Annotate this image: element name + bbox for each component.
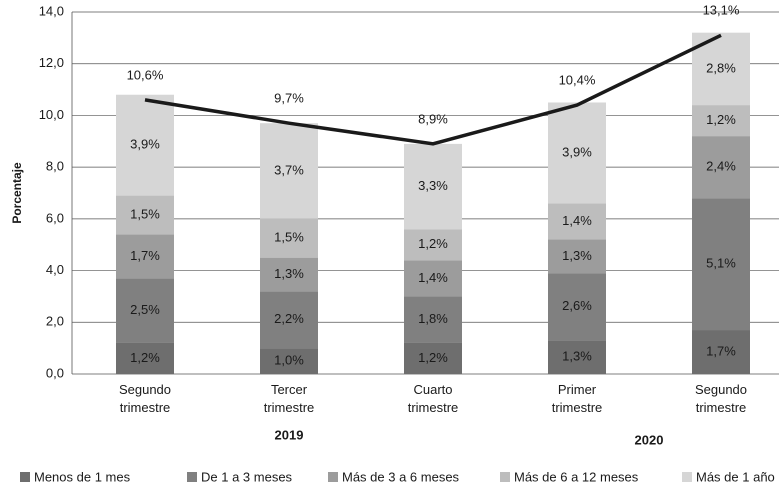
legend-label: De 1 a 3 meses [201,469,293,484]
data-label: 1,0% [274,353,304,368]
bar-segment [260,257,318,292]
data-label: 1,4% [562,213,592,228]
legend-label: Más de 1 año [696,469,775,484]
data-label: 3,9% [562,144,592,159]
y-tick-label: 8,0 [46,159,64,174]
data-label: 1,7% [706,343,736,358]
bar-segment [548,239,606,274]
bar-segment [404,342,462,374]
bar-segment [404,143,462,230]
legend-swatch [500,472,510,482]
legend-swatch [20,472,30,482]
data-label: 1,3% [562,349,592,364]
data-label: 1,5% [274,230,304,245]
data-label: 2,4% [706,159,736,174]
bar-segment [692,105,750,137]
y-tick-label: 6,0 [46,210,64,225]
bar-segment [548,340,606,374]
bar-segment [260,218,318,258]
data-label: 1,5% [130,206,160,221]
legend-swatch [682,472,692,482]
bar-segment [116,195,174,235]
data-label: 5,1% [706,256,736,271]
x-tick-label: Primer trimestre [552,382,603,415]
data-label: 2,6% [562,298,592,313]
data-label: 1,2% [706,112,736,127]
y-tick-label: 12,0 [39,55,64,70]
x-group-label: 2020 [635,432,664,447]
x-tick-label: Segundo trimestre [119,382,171,415]
total-label: 10,4% [559,73,596,88]
y-tick-label: 0,0 [46,365,64,380]
bar-segment [116,234,174,279]
bar-segment [692,136,750,199]
bar-segment [548,273,606,341]
data-label: 2,8% [706,60,736,75]
legend-swatch [328,472,338,482]
data-label: 3,7% [274,162,304,177]
y-axis-label: Porcentaje [10,162,24,224]
legend-label: Menos de 1 mes [34,469,131,484]
bar-segment [260,291,318,349]
x-group-label: 2019 [275,427,304,442]
bar-segment [692,330,750,374]
data-label: 1,7% [130,248,160,263]
bar-segment [404,260,462,297]
bar-segment [116,342,174,374]
data-label: 1,2% [418,236,448,251]
bar-segment [260,348,318,374]
bar-segment [116,94,174,196]
legend-label: Más de 6 a 12 meses [514,469,639,484]
bar-segment [692,198,750,331]
data-label: 3,9% [130,137,160,152]
x-tick-label: Cuarto trimestre [408,382,459,415]
total-line [144,33,722,146]
bar-segment [404,229,462,261]
total-label: 8,9% [418,111,448,126]
y-tick-label: 4,0 [46,262,64,277]
bar-segment [548,203,606,240]
total-label: 10,6% [127,67,164,82]
bar-segment [116,278,174,343]
data-label: 1,8% [418,311,448,326]
data-label: 2,5% [130,302,160,317]
data-label: 1,4% [418,270,448,285]
data-label: 1,2% [418,350,448,365]
y-tick-label: 2,0 [46,314,64,329]
legend-swatch [187,472,197,482]
bar-segment [260,123,318,219]
data-label: 1,3% [274,266,304,281]
legend-label: Más de 3 a 6 meses [342,469,460,484]
x-tick-label: Segundo trimestre [695,382,747,415]
bar-segment [548,102,606,204]
x-tick-label: Tercer trimestre [264,382,315,415]
y-tick-label: 10,0 [39,107,64,122]
data-label: 3,3% [418,178,448,193]
total-label: 9,7% [274,91,304,106]
bar-segment [404,296,462,343]
data-label: 2,2% [274,311,304,326]
total-label: 13,1% [703,3,740,18]
data-label: 1,3% [562,248,592,263]
data-label: 1,2% [130,350,160,365]
y-tick-label: 14,0 [39,3,64,18]
